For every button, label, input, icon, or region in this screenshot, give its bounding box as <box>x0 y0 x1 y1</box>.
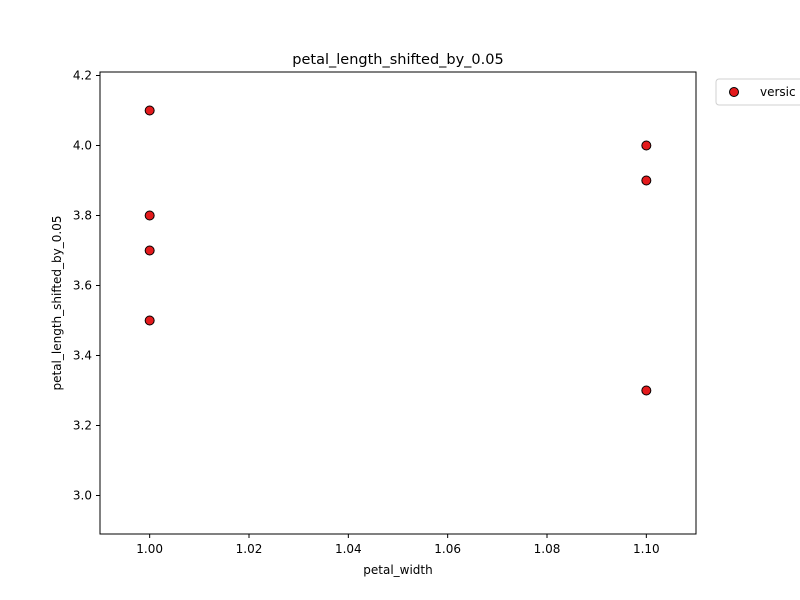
legend: versic <box>715 78 800 106</box>
x-tick-label: 1.08 <box>534 542 561 556</box>
data-point <box>144 245 155 256</box>
chart-title: petal_length_shifted_by_0.05 <box>292 52 503 68</box>
plot-area-frame <box>99 71 697 535</box>
y-tick-label: 3.2 <box>73 419 92 433</box>
data-points <box>144 105 652 396</box>
y-tick-label: 3.4 <box>73 349 92 363</box>
data-point <box>144 315 155 326</box>
data-point <box>144 105 155 116</box>
y-axis-ticks: 3.0 3.2 3.4 3.6 3.8 4.0 4.2 <box>73 69 100 503</box>
y-tick-label: 3.8 <box>73 209 92 223</box>
y-axis-label: petal_length_shifted_by_0.05 <box>50 216 64 391</box>
data-point <box>641 175 652 186</box>
y-tick-label: 3.6 <box>73 279 92 293</box>
x-axis-ticks: 1.00 1.02 1.04 1.06 1.08 1.10 <box>136 534 660 556</box>
legend-box <box>715 78 800 106</box>
x-tick-label: 1.02 <box>236 542 263 556</box>
x-axis-label: petal_width <box>363 563 432 577</box>
data-point <box>641 385 652 396</box>
x-tick-label: 1.10 <box>633 542 660 556</box>
legend-marker <box>729 87 739 97</box>
legend-label-versic: versic <box>760 85 796 99</box>
x-tick-label: 1.04 <box>335 542 362 556</box>
y-tick-label: 4.0 <box>73 139 92 153</box>
y-tick-label: 3.0 <box>73 489 92 503</box>
data-point <box>641 140 652 151</box>
y-tick-label: 4.2 <box>73 69 92 83</box>
data-point <box>144 210 155 221</box>
x-tick-label: 1.06 <box>434 542 461 556</box>
x-tick-label: 1.00 <box>136 542 163 556</box>
